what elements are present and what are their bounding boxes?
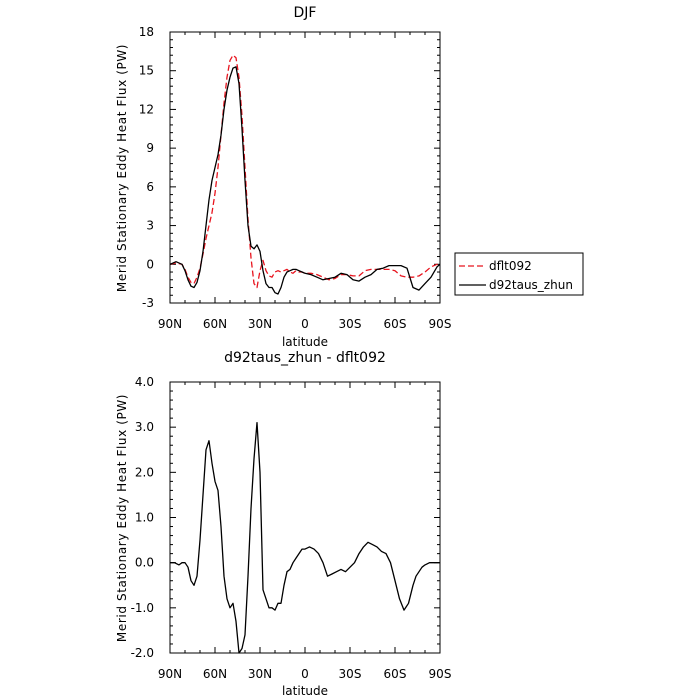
bottom-chart-tick-labels: 90N 60N 30N 0 30S 60S 90S -2.0 -1.0 0.0 1.0 2.0 3.0 4… xyxy=(131,375,452,681)
legend-label-d92taus-zhun: d92taus_zhun xyxy=(489,278,573,292)
y-tick-label: 0 xyxy=(146,257,154,271)
top-chart-tick-labels: 90N 60N 30N 0 30S 60S 90S -3 0 3 6 9 12 15 18 xyxy=(139,25,452,331)
bottom-chart-panel: d92taus_zhun - dflt092 Merid Stationary … xyxy=(115,350,451,698)
x-tick-label: 90S xyxy=(429,667,452,681)
y-tick-label: 2.0 xyxy=(135,465,154,479)
y-tick-label: 12 xyxy=(139,102,154,116)
x-tick-label: 90S xyxy=(429,317,452,331)
top-chart-plot-frame xyxy=(169,31,441,304)
y-tick-label: 15 xyxy=(139,64,154,78)
y-tick-label: -2.0 xyxy=(131,646,154,660)
top-chart-xlabel: latitude xyxy=(282,335,328,349)
y-tick-label: 0.0 xyxy=(135,556,154,570)
y-tick-label: -1.0 xyxy=(131,601,154,615)
legend-label-dflt092: dflt092 xyxy=(489,259,532,273)
bottom-chart-ylabel: Merid Stationary Eddy Heat Flux (PW) xyxy=(115,394,129,642)
top-chart-title: DJF xyxy=(294,5,317,21)
bottom-chart-xlabel: latitude xyxy=(282,684,328,698)
x-tick-label: 30S xyxy=(339,317,362,331)
top-chart-series xyxy=(169,54,441,295)
y-tick-label: 18 xyxy=(139,25,154,39)
x-tick-label: 30N xyxy=(248,667,272,681)
x-tick-label: 90N xyxy=(158,667,182,681)
top-chart-panel: DJF Merid Stationary Eddy Heat Flux (PW)… xyxy=(115,5,584,349)
x-tick-label: 60S xyxy=(384,317,407,331)
y-tick-label: 6 xyxy=(146,180,154,194)
y-tick-label: 4.0 xyxy=(135,375,154,389)
bottom-chart-plot-frame xyxy=(169,381,441,654)
x-tick-label: 60N xyxy=(203,667,227,681)
top-chart-ticks xyxy=(169,31,441,304)
bottom-chart-ticks xyxy=(169,381,441,654)
y-tick-label: 9 xyxy=(146,141,154,155)
x-tick-label: 60S xyxy=(384,667,407,681)
x-tick-label: 0 xyxy=(301,317,309,331)
series-line-difference xyxy=(170,421,440,654)
series-line-dflt092 xyxy=(169,54,440,289)
legend-box xyxy=(454,252,584,296)
y-tick-label: 1.0 xyxy=(135,511,154,525)
x-tick-label: 90N xyxy=(158,317,182,331)
top-chart-ylabel: Merid Stationary Eddy Heat Flux (PW) xyxy=(115,44,129,292)
bottom-chart-title: d92taus_zhun - dflt092 xyxy=(224,350,386,366)
series-line-d92taus-zhun xyxy=(169,66,441,295)
x-tick-label: 0 xyxy=(301,667,309,681)
bottom-chart-series xyxy=(170,421,440,654)
y-tick-label: 3.0 xyxy=(135,420,154,434)
x-tick-label: 30N xyxy=(248,317,272,331)
top-chart-legend: dflt092 d92taus_zhun xyxy=(454,252,584,296)
x-tick-label: 30S xyxy=(339,667,362,681)
x-tick-label: 60N xyxy=(203,317,227,331)
y-tick-label: 3 xyxy=(146,219,154,233)
y-tick-label: -3 xyxy=(142,296,154,310)
